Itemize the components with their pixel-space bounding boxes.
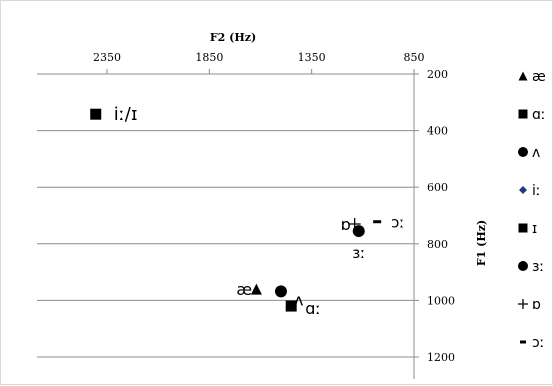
point-sym xyxy=(90,108,102,120)
y-tick-labels: 200 400 600 800 1000 1200 xyxy=(427,68,455,364)
legend-label-sym: ɜː xyxy=(532,259,544,275)
axes xyxy=(106,69,419,379)
legend-marker-sym xyxy=(520,340,526,344)
point-label-sym: ɒ xyxy=(341,215,351,234)
legend-label-sym: ɒ xyxy=(532,297,541,313)
point-label-sym: ʌ xyxy=(294,290,303,309)
data-points xyxy=(90,108,382,312)
y-tick-label-600: 600 xyxy=(427,181,448,194)
point-sym xyxy=(250,283,262,295)
gridlines xyxy=(37,73,414,358)
x-tick-label-1850: 1850 xyxy=(195,51,223,64)
point-label-sym: ɔː xyxy=(391,214,404,232)
legend-marker-sym xyxy=(518,109,528,119)
y-tick-label-400: 400 xyxy=(427,125,448,138)
point-sym xyxy=(348,217,361,230)
legend-entry-i: iː xyxy=(519,183,541,199)
legend-entry-sym: ɜː xyxy=(518,259,544,275)
point-sym xyxy=(274,285,287,298)
legend-entry-sym: æ xyxy=(518,69,546,85)
point-sym xyxy=(352,225,365,238)
point-label-sym: ɜː xyxy=(352,244,365,262)
point-label-sym: ɑː xyxy=(305,299,321,318)
x-tick-label-850: 850 xyxy=(404,51,425,64)
y-tick-label-200: 200 xyxy=(427,68,448,81)
legend-label-sym: ʌ xyxy=(532,145,540,161)
legend-marker-sym xyxy=(518,299,528,309)
point-labels: æ ɑːʌ iː/ɪ ɜːɒ ɔː xyxy=(114,104,405,318)
legend-marker-sym xyxy=(518,147,528,157)
legend-marker-i xyxy=(519,186,527,194)
legend-label-sym: ɑː xyxy=(532,107,546,123)
legend: æ ɑː ʌ iː ɪ ɜː ɒ ɔː xyxy=(518,69,546,351)
legend-entry-sym: ʌ xyxy=(518,145,540,161)
x-tick-label-1350: 1350 xyxy=(298,51,326,64)
legend-marker-sym xyxy=(518,261,528,271)
legend-label-i: iː xyxy=(532,183,541,199)
legend-marker-sym xyxy=(518,71,528,81)
point-label-i: iː/ɪ xyxy=(114,104,138,125)
legend-marker-sym xyxy=(518,223,528,233)
legend-label-sym: ɔː xyxy=(532,335,544,351)
legend-entry-sym: ɪ xyxy=(518,221,537,237)
y-axis-title: F1 (Hz) xyxy=(475,220,488,266)
y-tick-label-1200: 1200 xyxy=(427,351,455,364)
y-tick-label-1000: 1000 xyxy=(427,294,455,307)
point-sym xyxy=(285,300,297,312)
x-axis-title: F2 (Hz) xyxy=(210,31,256,44)
legend-entry-sym: ɑː xyxy=(518,107,546,123)
x-tick-labels: 2350 1850 1350 850 xyxy=(93,51,425,64)
legend-entry-sym: ɔː xyxy=(520,335,544,351)
legend-label-sym: æ xyxy=(532,69,546,85)
legend-label-sym: ɪ xyxy=(532,221,537,237)
legend-entry-sym: ɒ xyxy=(518,297,541,313)
point-label-sym: æ xyxy=(236,280,252,299)
y-tick-label-800: 800 xyxy=(427,238,448,251)
point-sym xyxy=(373,220,382,224)
x-tick-label-2350: 2350 xyxy=(93,51,121,64)
